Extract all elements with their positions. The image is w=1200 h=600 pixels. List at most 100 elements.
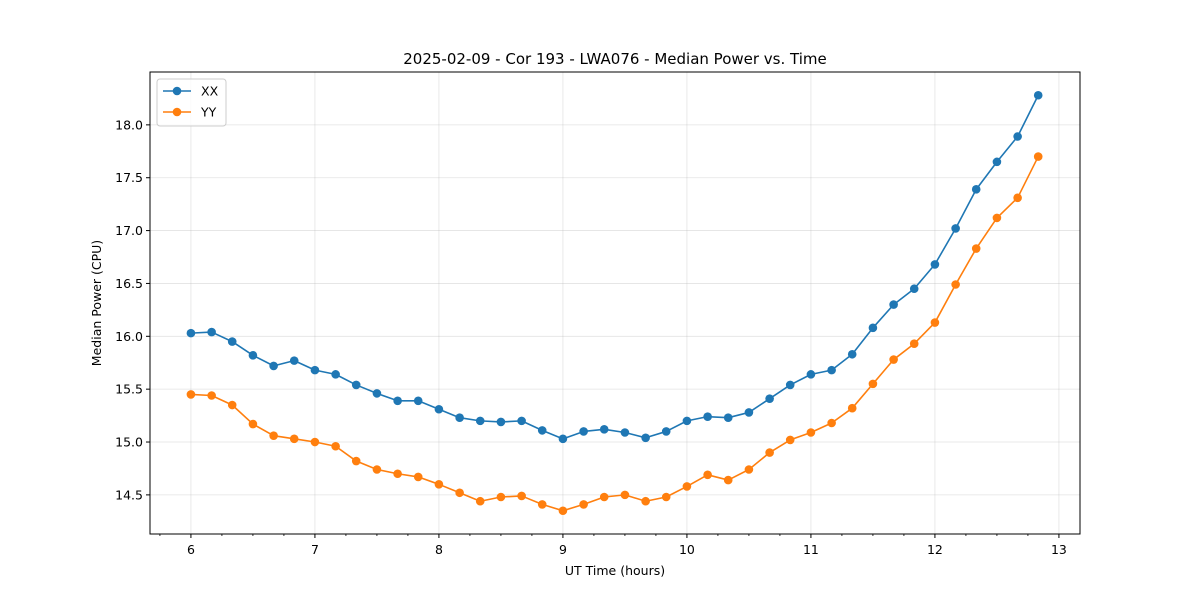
data-point-yy [579, 500, 588, 509]
data-point-xx [434, 404, 444, 414]
legend-marker-xx [172, 86, 182, 96]
data-point-yy [765, 448, 774, 457]
data-point-xx [682, 416, 692, 426]
data-point-yy [434, 480, 444, 489]
data-point-yy [744, 465, 754, 474]
y-tick-label: 16.5 [115, 276, 143, 291]
y-tick-label: 15.0 [115, 435, 143, 450]
data-point-xx [496, 417, 506, 427]
data-point-xx [868, 323, 878, 333]
y-tick-label: 14.5 [115, 487, 143, 502]
data-point-yy [889, 355, 898, 364]
y-tick-label: 17.5 [115, 170, 143, 185]
series-layer [186, 90, 1043, 516]
data-point-yy [207, 391, 216, 400]
data-point-yy [558, 506, 568, 516]
data-point-yy [455, 488, 464, 498]
data-point-yy [930, 318, 940, 327]
data-point-xx [413, 396, 423, 406]
data-point-yy [703, 470, 712, 480]
data-point-xx [207, 327, 216, 337]
data-point-yy [723, 475, 733, 485]
data-point-xx [703, 412, 712, 421]
data-point-xx [599, 425, 609, 434]
data-point-yy [1033, 152, 1043, 161]
data-point-xx [289, 356, 299, 365]
data-point-yy [971, 244, 981, 253]
x-tick-label: 12 [927, 542, 943, 557]
x-tick-label: 10 [679, 542, 695, 557]
data-point-yy [331, 441, 340, 451]
data-point-xx [847, 349, 857, 359]
data-point-xx [248, 351, 258, 360]
data-point-xx [475, 416, 485, 426]
data-point-xx [723, 413, 733, 423]
data-point-yy [785, 435, 795, 445]
data-point-xx [227, 337, 237, 346]
data-point-xx [372, 389, 382, 398]
data-point-xx [1013, 132, 1022, 141]
y-tick-label: 16.0 [115, 329, 143, 344]
data-point-yy [620, 490, 630, 500]
data-point-yy [537, 500, 547, 509]
data-point-yy [186, 390, 196, 399]
x-tick-label: 11 [803, 542, 819, 557]
x-tick-label: 7 [311, 542, 319, 557]
data-point-xx [930, 260, 940, 269]
data-point-yy [847, 403, 857, 413]
data-point-yy [909, 339, 919, 349]
grid-layer [150, 72, 1080, 534]
data-point-yy [806, 428, 816, 437]
chart-title: 2025-02-09 - Cor 193 - LWA076 - Median P… [403, 50, 827, 68]
tick-layer: 6 7 8 9 10 11 12 13 14.5 15.0 15.5 16.0 16.5 17.0 17.5… [115, 117, 1067, 557]
plot-frame [149, 71, 1081, 535]
data-point-yy [599, 492, 609, 502]
data-point-yy [475, 496, 485, 506]
data-point-xx [806, 370, 816, 379]
data-point-yy [992, 213, 1002, 223]
legend-marker-yy [172, 107, 182, 117]
data-point-yy [517, 491, 526, 501]
data-point-xx [579, 427, 588, 436]
data-point-yy [682, 482, 692, 491]
legend-label-yy: YY [200, 105, 217, 120]
data-point-xx [744, 408, 754, 417]
data-point-xx [765, 394, 774, 403]
y-tick-label: 18.0 [115, 117, 143, 132]
data-point-xx [393, 396, 402, 406]
data-point-xx [1033, 90, 1043, 100]
x-tick-label: 9 [559, 542, 567, 557]
x-axis-label: UT Time (hours) [565, 563, 665, 578]
y-axis-label: Median Power (CPU) [89, 240, 104, 366]
x-tick-label: 13 [1051, 542, 1067, 557]
data-point-yy [1013, 193, 1022, 203]
data-point-xx [909, 284, 919, 294]
data-point-yy [269, 431, 278, 440]
data-point-xx [661, 427, 671, 436]
data-point-yy [310, 437, 320, 447]
data-point-xx [827, 365, 836, 375]
data-point-yy [289, 434, 299, 444]
data-point-xx [331, 370, 340, 379]
data-point-yy [351, 456, 361, 466]
y-tick-label: 17.0 [115, 223, 143, 238]
x-tick-label: 8 [435, 542, 443, 557]
data-point-yy [661, 492, 671, 502]
data-point-xx [951, 224, 960, 233]
data-point-yy [496, 492, 506, 502]
data-point-yy [951, 280, 960, 289]
data-point-yy [248, 419, 258, 429]
data-point-xx [971, 185, 981, 194]
data-point-yy [393, 469, 402, 479]
x-tick-label: 6 [187, 542, 195, 557]
legend-label-xx: XX [201, 84, 219, 99]
data-point-xx [785, 380, 795, 390]
data-point-yy [372, 465, 382, 474]
data-point-yy [641, 496, 650, 506]
data-point-xx [641, 433, 650, 443]
data-point-xx [455, 413, 464, 423]
data-point-yy [827, 418, 836, 428]
data-point-yy [413, 472, 423, 482]
y-tick-label: 15.5 [115, 382, 143, 397]
